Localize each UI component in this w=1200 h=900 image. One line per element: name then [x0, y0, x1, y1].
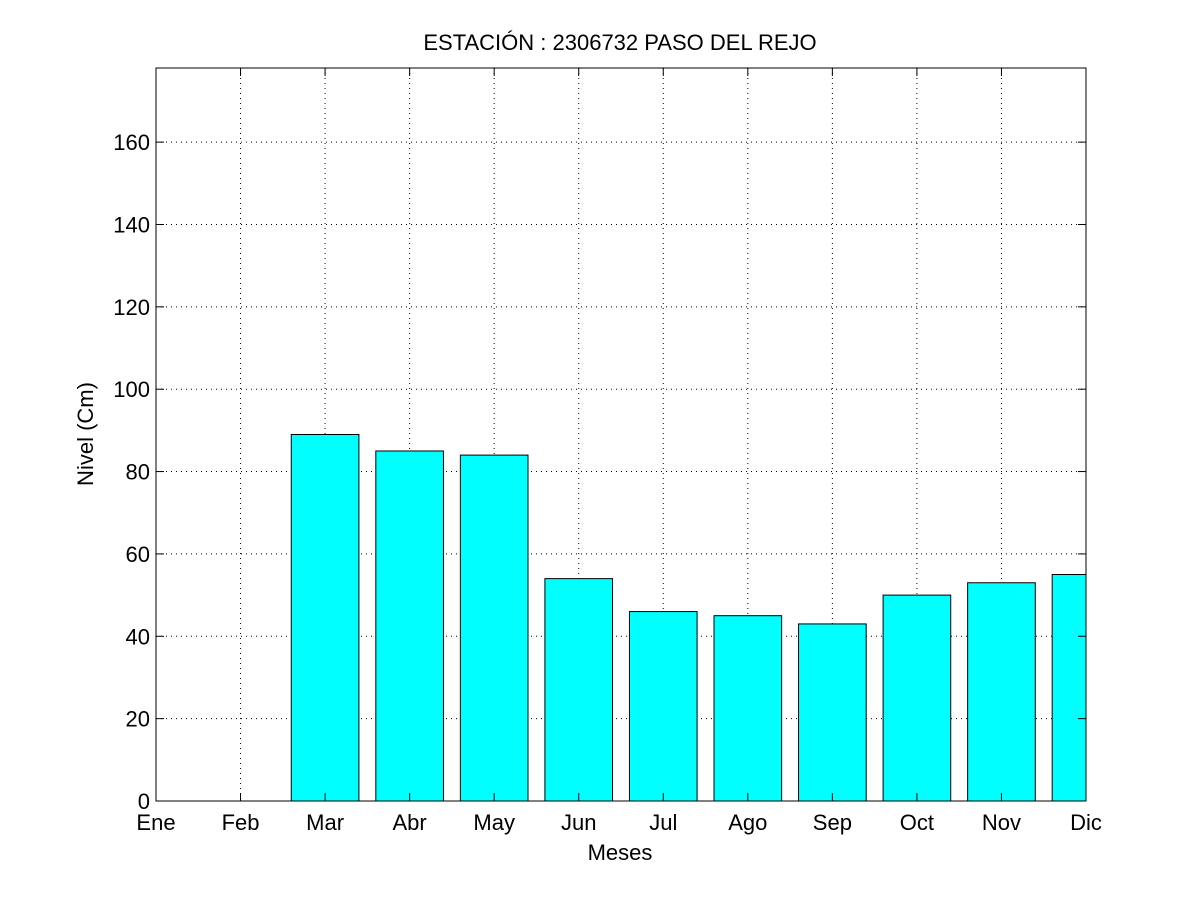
x-axis-label: Meses: [588, 840, 653, 865]
bar-mar: [290, 434, 360, 802]
x-tick-label: Mar: [306, 810, 344, 835]
bar-oct: [882, 594, 952, 802]
bars: [290, 434, 1087, 802]
x-tick-label: Nov: [982, 810, 1021, 835]
x-tick-label: Oct: [900, 810, 934, 835]
x-tick-label: Dic: [1070, 810, 1102, 835]
y-tick-label: 60: [126, 542, 150, 567]
y-tick-labels: 0 20 40 60 80 100 120 140 160: [113, 130, 150, 814]
y-tick-label: 20: [126, 707, 150, 732]
x-tick-label: Jun: [561, 810, 596, 835]
plot-area-border: [155, 67, 1087, 802]
bar-nov: [967, 582, 1036, 802]
bar-ago: [713, 615, 783, 802]
x-tick-label: Ene: [136, 810, 175, 835]
x-tick-label: Abr: [393, 810, 427, 835]
bar-jul: [628, 611, 698, 802]
tick-marks: [155, 68, 1087, 802]
x-tick-label: May: [473, 810, 515, 835]
y-tick-label: 40: [126, 624, 150, 649]
bar-abr: [375, 450, 444, 802]
x-tick-labels: Ene Feb Mar Abr May Jun Jul Ago Sep Oct Nov Dic: [136, 810, 1101, 835]
bar-dic: [1051, 574, 1087, 802]
y-tick-label: 80: [126, 460, 150, 485]
bar-sep: [798, 623, 867, 802]
y-tick-label: 140: [113, 212, 150, 237]
bar-jun: [544, 578, 614, 802]
bar-may: [459, 454, 529, 802]
x-tick-label: Jul: [649, 810, 677, 835]
x-tick-label: Ago: [728, 810, 767, 835]
y-tick-label: 100: [113, 377, 150, 402]
chart-title: ESTACIÓN : 2306732 PASO DEL REJO: [423, 30, 816, 55]
y-tick-label: 0: [138, 789, 150, 814]
y-tick-label: 120: [113, 295, 150, 320]
y-tick-label: 160: [113, 130, 150, 155]
x-tick-label: Sep: [813, 810, 852, 835]
y-axis-label: Nivel (Cm): [73, 382, 98, 486]
x-tick-label: Feb: [222, 810, 260, 835]
